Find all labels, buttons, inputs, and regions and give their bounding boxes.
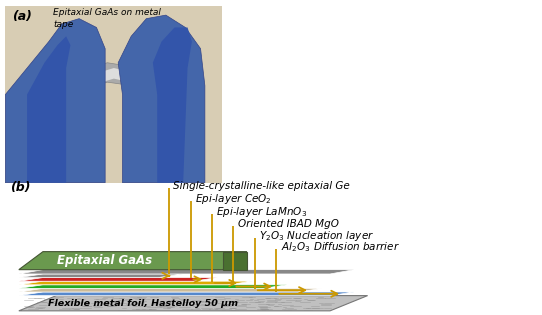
Text: Al$_2$O$_3$ Diffusion barrier: Al$_2$O$_3$ Diffusion barrier (281, 240, 399, 254)
Polygon shape (19, 289, 322, 292)
Polygon shape (19, 285, 287, 289)
Polygon shape (19, 274, 183, 278)
Polygon shape (19, 281, 252, 285)
Polygon shape (19, 295, 367, 311)
Text: Epi-layer LaMnO$_3$: Epi-layer LaMnO$_3$ (216, 205, 307, 219)
Text: (b): (b) (10, 180, 30, 193)
Polygon shape (27, 36, 70, 183)
Text: Single-crystalline-like epitaxial Ge: Single-crystalline-like epitaxial Ge (173, 181, 350, 191)
Text: Oriented IBAD MgO: Oriented IBAD MgO (238, 219, 339, 229)
Text: (a): (a) (12, 10, 32, 23)
Polygon shape (153, 27, 192, 183)
Polygon shape (19, 292, 354, 295)
Polygon shape (34, 63, 196, 105)
Text: Y$_2$O$_3$ Nucleation layer: Y$_2$O$_3$ Nucleation layer (259, 229, 375, 243)
Polygon shape (5, 19, 105, 183)
Text: Epitaxial GaAs on metal
tape: Epitaxial GaAs on metal tape (53, 8, 161, 29)
Polygon shape (223, 252, 247, 270)
Polygon shape (19, 278, 217, 281)
Text: Flexible metal foil, Hastelloy 50 μm: Flexible metal foil, Hastelloy 50 μm (48, 300, 238, 308)
Text: Epitaxial GaAs: Epitaxial GaAs (57, 254, 152, 267)
Polygon shape (118, 15, 205, 183)
Polygon shape (19, 270, 354, 274)
Text: Epi-layer CeO$_2$: Epi-layer CeO$_2$ (195, 192, 272, 206)
Polygon shape (19, 252, 247, 270)
Polygon shape (49, 68, 162, 98)
